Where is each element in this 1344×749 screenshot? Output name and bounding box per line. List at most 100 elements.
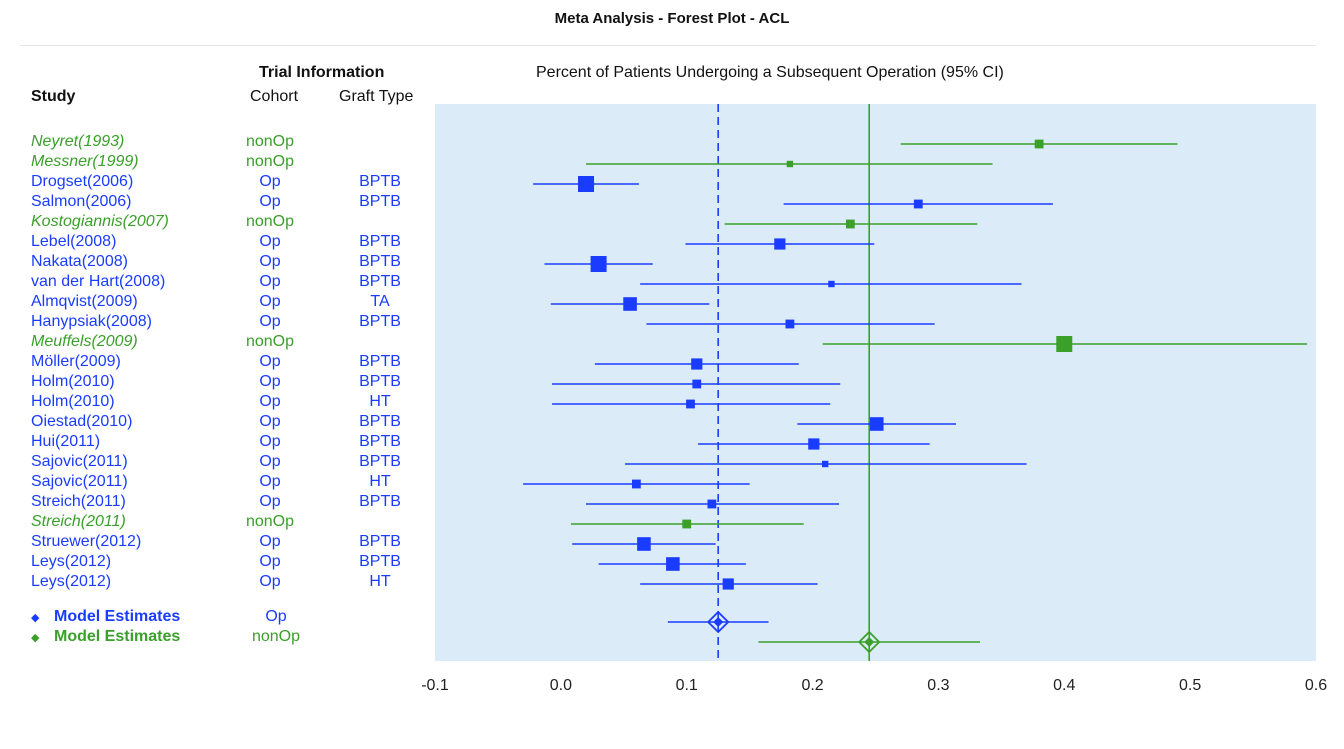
x-tick-label: 0.5 [1179, 677, 1201, 694]
cohort-label: Op [259, 453, 280, 470]
graft-type-label: BPTB [359, 373, 401, 390]
study-label: Salmon(2006) [31, 193, 132, 210]
cohort-label: Op [259, 293, 280, 310]
cohort-label: Op [259, 253, 280, 270]
point-estimate-square [786, 160, 794, 168]
point-estimate-square [590, 256, 607, 272]
study-label: Holm(2010) [31, 393, 115, 410]
study-label: Möller(2009) [31, 353, 121, 370]
study-label: Streich(2011) [31, 493, 126, 510]
cohort-label: Op [259, 413, 280, 430]
study-label: van der Hart(2008) [31, 273, 165, 290]
cohort-label: Op [259, 373, 280, 390]
x-tick-label: 0.2 [801, 677, 823, 694]
plot-axis-title: Percent of Patients Undergoing a Subsequ… [536, 64, 1004, 81]
cohort-label: Op [265, 608, 286, 625]
point-estimate-square [631, 479, 641, 489]
graft-type-label: BPTB [359, 453, 401, 470]
cohort-label: nonOp [246, 153, 294, 170]
graft-type-label: HT [369, 473, 391, 490]
graft-type-label: BPTB [359, 273, 401, 290]
x-tick-label: -0.1 [421, 677, 449, 694]
point-estimate-square [686, 399, 695, 409]
x-tick-label: 0.3 [927, 677, 949, 694]
point-estimate-square [666, 557, 680, 571]
model-estimate-diamond [857, 630, 881, 654]
cohort-label: Op [259, 533, 280, 550]
point-estimate-square [785, 319, 795, 329]
cohort-label: nonOp [246, 513, 294, 530]
study-label: Leys(2012) [31, 553, 111, 570]
study-label: Sajovic(2011) [31, 453, 128, 470]
study-label: Holm(2010) [31, 373, 115, 390]
model-estimate-diamond [706, 610, 730, 634]
graft-type-label: BPTB [359, 193, 401, 210]
point-estimate-square [707, 499, 717, 509]
point-estimate-square [913, 199, 923, 209]
cohort-label: Op [259, 173, 280, 190]
point-estimate-square [691, 358, 703, 370]
cohort-label: Op [259, 393, 280, 410]
study-label: Hui(2011) [31, 433, 100, 450]
graft-type-label: BPTB [359, 253, 401, 270]
point-estimate-square [1034, 139, 1044, 149]
legend-diamond-icon: ◆ [31, 612, 40, 624]
point-estimate-square [692, 379, 702, 389]
study-label: Leys(2012) [31, 573, 111, 590]
point-estimate-square [623, 297, 637, 311]
model-estimate-diamond-inner [713, 617, 724, 627]
study-label: Oiestad(2010) [31, 413, 132, 430]
model-estimate-label: Model Estimates [54, 628, 180, 645]
graft-type-label: BPTB [359, 433, 401, 450]
x-tick-label: 0.6 [1305, 677, 1327, 694]
cohort-label: Op [259, 473, 280, 490]
graft-type-label: HT [369, 393, 391, 410]
cohort-label: Op [259, 353, 280, 370]
cohort-column-header: Cohort [250, 88, 299, 105]
cohort-label: nonOp [246, 333, 294, 350]
trial-information-header: Trial Information [259, 64, 385, 81]
cohort-label: Op [259, 313, 280, 330]
cohort-label: nonOp [252, 628, 300, 645]
study-label: Kostogiannis(2007) [31, 213, 169, 230]
graft-type-label: BPTB [359, 233, 401, 250]
point-estimate-square [774, 238, 786, 250]
point-estimate-square [828, 280, 835, 288]
study-label: Sajovic(2011) [31, 473, 128, 490]
point-estimate-square [1056, 336, 1073, 352]
study-label: Hanypsiak(2008) [31, 313, 152, 330]
x-tick-label: 0.1 [676, 677, 698, 694]
cohort-label: Op [259, 193, 280, 210]
point-estimate-square [637, 537, 651, 551]
x-tick-label: 0.4 [1053, 677, 1075, 694]
cohort-label: Op [259, 233, 280, 250]
graft-type-column-header: Graft Type [339, 88, 414, 105]
point-estimate-square [808, 438, 820, 450]
graft-type-label: TA [370, 293, 390, 310]
cohort-label: nonOp [246, 133, 294, 150]
point-estimate-square [869, 417, 884, 431]
study-label: Almqvist(2009) [31, 293, 138, 310]
graft-type-label: BPTB [359, 173, 401, 190]
cohort-label: nonOp [246, 213, 294, 230]
point-estimate-square [578, 176, 595, 192]
cohort-label: Op [259, 493, 280, 510]
study-label: Neyret(1993) [31, 133, 124, 150]
graft-type-label: BPTB [359, 493, 401, 510]
cohort-label: Op [259, 273, 280, 290]
study-label: Nakata(2008) [31, 253, 128, 270]
graft-type-label: BPTB [359, 313, 401, 330]
model-estimate-label: Model Estimates [54, 608, 180, 625]
x-tick-label: 0.0 [550, 677, 572, 694]
graft-type-label: HT [369, 573, 391, 590]
model-estimate-diamond-inner [864, 637, 875, 647]
study-label: Streich(2011) [31, 513, 126, 530]
study-label: Meuffels(2009) [31, 333, 138, 350]
plot-panel [435, 104, 1316, 661]
legend-diamond-icon: ◆ [31, 632, 40, 644]
point-estimate-square [821, 460, 829, 468]
point-estimate-square [722, 578, 734, 590]
cohort-label: Op [259, 553, 280, 570]
